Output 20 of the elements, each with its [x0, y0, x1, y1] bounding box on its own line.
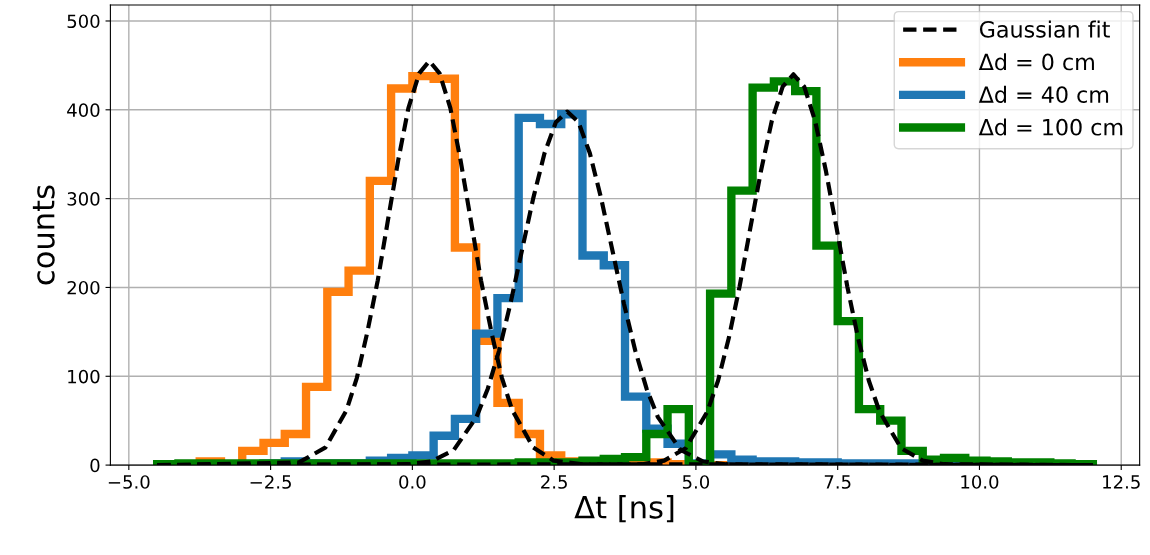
- x-tick-label: 0.0: [399, 475, 426, 489]
- x-tick-label: 7.5: [824, 475, 851, 489]
- x-tick-label: −2.5: [250, 475, 291, 489]
- x-tick-label: 10.0: [961, 475, 999, 489]
- x-tick-label: 12.5: [1103, 475, 1140, 489]
- legend-label: Δd = 0 cm: [978, 53, 1094, 71]
- legend-label: Δd = 100 cm: [978, 118, 1123, 136]
- x-tick-label: 2.5: [541, 475, 567, 489]
- y-tick-label: 500: [67, 14, 100, 29]
- x-tick-label: −5.0: [108, 475, 150, 489]
- x-tick-label: 5.0: [682, 475, 710, 489]
- x-axis-title: Δt [ns]: [574, 495, 674, 523]
- y-axis-title: counts: [32, 185, 55, 285]
- y-tick-label: 0: [90, 458, 100, 473]
- y-tick-label: 100: [68, 369, 100, 384]
- y-tick-label: 400: [67, 103, 100, 117]
- legend-label: Δd = 40 cm: [978, 85, 1109, 103]
- legend-label: Gaussian fit: [979, 20, 1110, 38]
- y-tick-label: 200: [67, 280, 100, 295]
- y-tick-label: 300: [67, 192, 100, 206]
